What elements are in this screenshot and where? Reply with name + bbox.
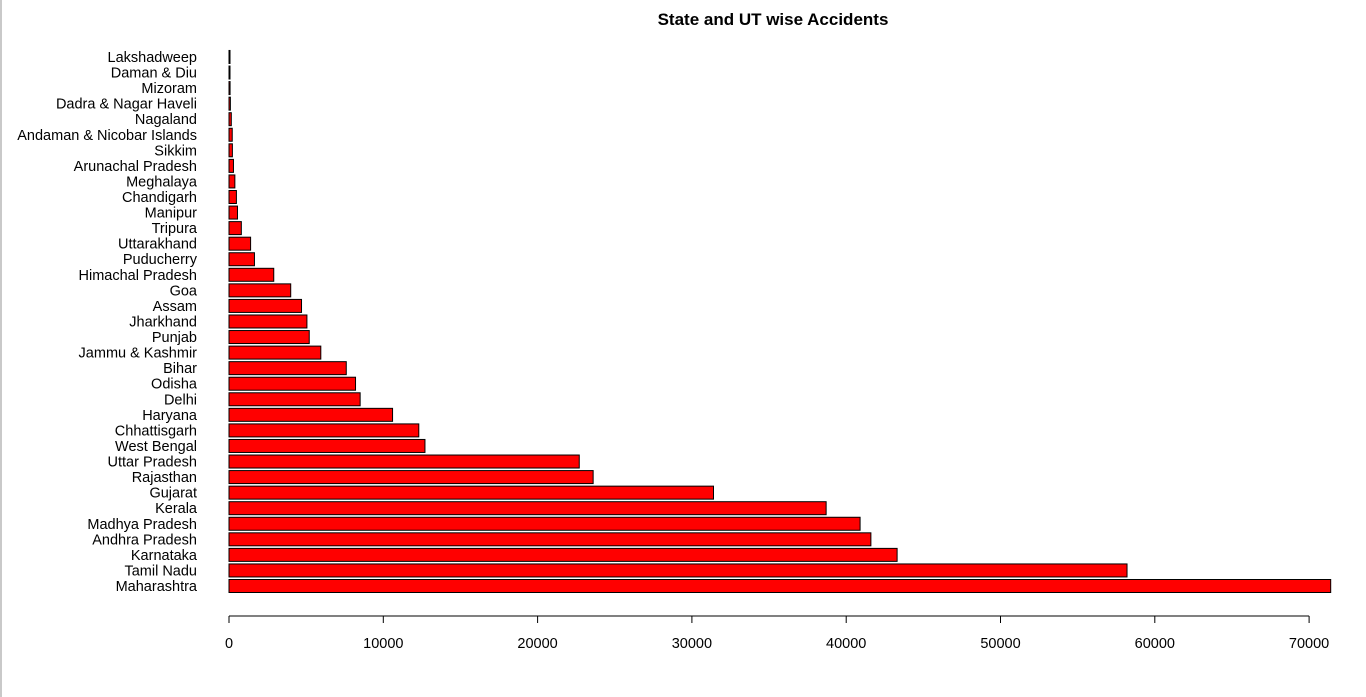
- bar-maharashtra: [228, 579, 1332, 593]
- bars-group: [228, 49, 1332, 593]
- bar-lakshadweep: [228, 49, 231, 64]
- category-label-arunachal-pradesh: Arunachal Pradesh: [74, 159, 197, 175]
- bar-arunachal-pradesh: [228, 158, 234, 173]
- x-tick-label: 50000: [980, 636, 1020, 652]
- bar-mizoram: [228, 81, 231, 96]
- category-label-kerala: Kerala: [155, 501, 198, 517]
- category-label-manipur: Manipur: [145, 206, 198, 222]
- x-tick-label: 40000: [826, 636, 866, 652]
- bar-assam: [228, 298, 303, 313]
- bar-punjab: [228, 330, 310, 345]
- category-label-odisha: Odisha: [151, 377, 198, 393]
- category-label-goa: Goa: [170, 283, 198, 299]
- x-tick-label: 30000: [672, 636, 712, 652]
- category-label-delhi: Delhi: [164, 392, 197, 408]
- bar-west-bengal: [228, 438, 426, 453]
- category-label-west-bengal: West Bengal: [115, 439, 197, 455]
- x-tick-label: 20000: [517, 636, 557, 652]
- bar-daman-and-diu: [228, 65, 231, 80]
- category-label-chhattisgarh: Chhattisgarh: [115, 423, 197, 439]
- bar-delhi: [228, 392, 361, 407]
- x-tick-label: 0: [225, 636, 233, 652]
- bar-goa: [228, 283, 292, 298]
- category-label-tamil-nadu: Tamil Nadu: [124, 563, 197, 579]
- category-label-karnataka: Karnataka: [131, 548, 198, 564]
- bar-madhya-pradesh: [228, 516, 861, 531]
- category-label-meghalaya: Meghalaya: [126, 174, 198, 190]
- category-label-mizoram: Mizoram: [141, 81, 197, 97]
- bar-tripura: [228, 221, 242, 236]
- bar-dadra-and-nagar-haveli: [228, 96, 231, 111]
- category-label-gujarat: Gujarat: [149, 486, 197, 502]
- bar-puducherry: [228, 252, 255, 267]
- bar-odisha: [228, 376, 357, 391]
- bar-sikkim: [228, 143, 233, 158]
- bar-haryana: [228, 407, 394, 422]
- bar-chandigarh: [228, 190, 237, 204]
- category-label-jammu-and-kashmir: Jammu & Kashmir: [79, 346, 198, 362]
- category-label-andhra-pradesh: Andhra Pradesh: [92, 532, 197, 548]
- category-label-bihar: Bihar: [163, 361, 197, 377]
- bar-meghalaya: [228, 174, 236, 189]
- category-label-daman-and-diu: Daman & Diu: [111, 66, 197, 82]
- bar-manipur: [228, 205, 238, 220]
- category-label-tripura: Tripura: [152, 221, 198, 237]
- category-label-maharashtra: Maharashtra: [116, 579, 198, 595]
- bar-rajasthan: [228, 470, 594, 485]
- bar-jharkhand: [228, 314, 308, 329]
- bar-himachal-pradesh: [228, 267, 275, 282]
- x-axis: 0 10000 20000 30000 40000 50000 60000 70000: [225, 615, 1329, 652]
- category-label-uttarakhand: Uttarakhand: [118, 237, 197, 253]
- category-label-puducherry: Puducherry: [123, 252, 198, 268]
- window-left-edge: [0, 0, 2, 697]
- category-label-jharkhand: Jharkhand: [129, 314, 197, 330]
- x-tick-label: 70000: [1289, 636, 1329, 652]
- category-label-uttar-pradesh: Uttar Pradesh: [108, 455, 197, 471]
- bar-andhra-pradesh: [228, 532, 872, 547]
- bar-gujarat: [228, 485, 714, 500]
- bar-nagaland: [228, 112, 232, 127]
- bar-kerala: [228, 501, 827, 516]
- category-label-sikkim: Sikkim: [154, 143, 197, 159]
- category-label-assam: Assam: [153, 299, 197, 315]
- chart-title: State and UT wise Accidents: [658, 10, 889, 29]
- category-label-dadra-and-nagar-haveli: Dadra & Nagar Haveli: [56, 97, 197, 113]
- bar-jammu-and-kashmir: [228, 345, 322, 360]
- bar-chhattisgarh: [228, 423, 420, 438]
- bar-bihar: [228, 361, 347, 376]
- x-tick-label: 10000: [363, 636, 403, 652]
- bar-karnataka: [228, 547, 898, 562]
- category-label-haryana: Haryana: [142, 408, 198, 424]
- category-label-nagaland: Nagaland: [135, 112, 197, 128]
- category-label-lakshadweep: Lakshadweep: [108, 50, 198, 66]
- category-label-andaman-and-nicobar-islands: Andaman & Nicobar Islands: [17, 128, 197, 144]
- category-label-punjab: Punjab: [152, 330, 197, 346]
- bar-tamil-nadu: [228, 563, 1128, 578]
- category-label-himachal-pradesh: Himachal Pradesh: [79, 268, 197, 284]
- category-label-chandigarh: Chandigarh: [122, 190, 197, 206]
- bar-uttarakhand: [228, 236, 252, 251]
- x-tick-label: 60000: [1135, 636, 1175, 652]
- category-label-rajasthan: Rajasthan: [132, 470, 197, 486]
- bar-uttar-pradesh: [228, 454, 580, 469]
- bar-andaman-and-nicobar-islands: [228, 127, 233, 142]
- category-label-madhya-pradesh: Madhya Pradesh: [87, 517, 197, 533]
